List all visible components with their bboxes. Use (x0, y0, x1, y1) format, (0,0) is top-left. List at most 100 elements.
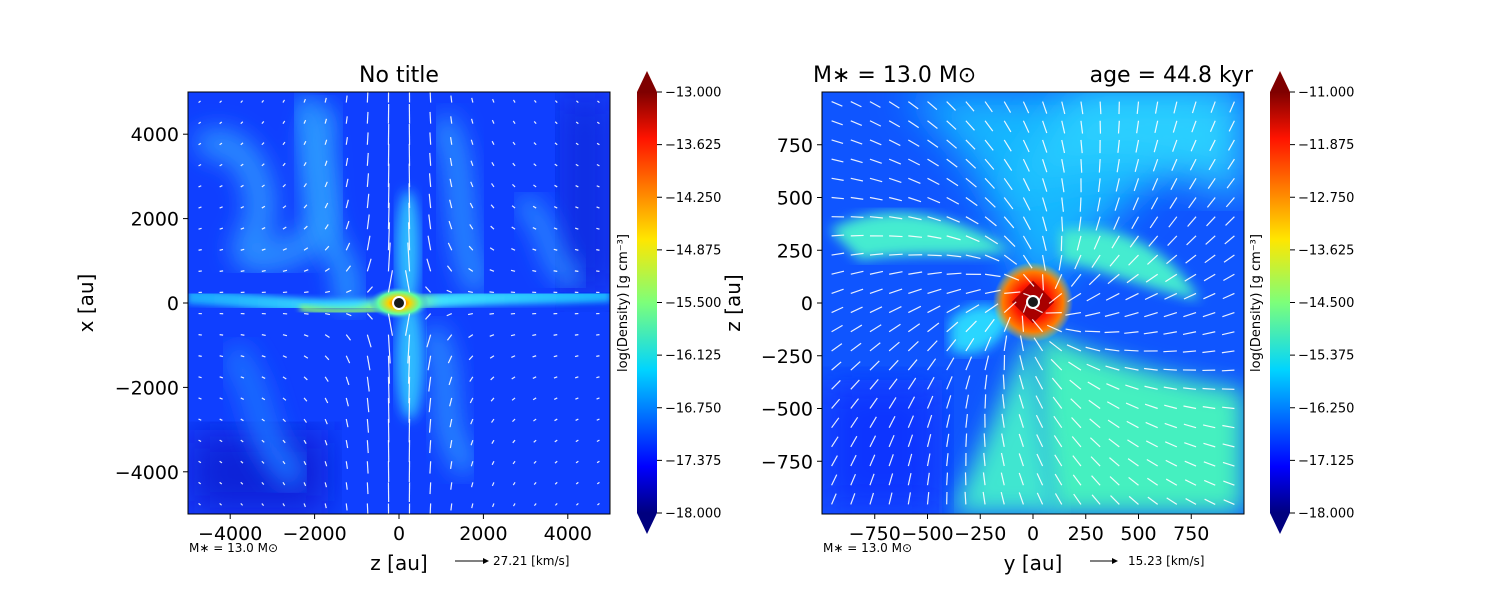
y-tick-label: −250 (761, 346, 813, 368)
velocity-arrow (303, 140, 307, 146)
velocity-arrow (946, 177, 959, 187)
velocity-arrow (345, 199, 349, 209)
velocity-arrow (982, 491, 986, 505)
velocity-arrow (908, 158, 921, 166)
velocity-arrow (282, 355, 287, 358)
velocity-arrow (490, 204, 495, 209)
velocity-arrow (449, 440, 453, 449)
velocity-arrow (240, 121, 244, 125)
velocity-arrow (345, 220, 350, 230)
velocity-arrow (1222, 443, 1235, 448)
velocity-arrow (198, 502, 201, 506)
velocity-arrow (869, 360, 880, 371)
velocity-arrow (554, 481, 558, 485)
velocity-arrow (1187, 216, 1197, 227)
velocity-arrow (927, 120, 938, 130)
velocity-arrow (1206, 197, 1216, 208)
velocity-arrow (965, 139, 976, 150)
velocity-arrow (219, 227, 223, 230)
velocity-arrow (1018, 453, 1024, 467)
velocity-arrow (1049, 340, 1063, 352)
velocity-arrow (345, 178, 349, 188)
velocity-arrow (219, 502, 222, 506)
velocity-arrow (429, 152, 432, 166)
velocity-arrow (1222, 312, 1235, 318)
velocity-arrow (346, 313, 352, 317)
velocity-arrow (1033, 337, 1044, 352)
velocity-arrow (575, 397, 579, 400)
colorbar-tick-label: −15.375 (1298, 349, 1354, 364)
velocity-arrow (429, 440, 432, 454)
velocity-arrow (303, 291, 309, 294)
velocity-arrow (1204, 254, 1216, 264)
x-tick-label: 4000 (544, 523, 592, 545)
velocity-arrow (303, 460, 307, 466)
velocity-arrow (198, 227, 202, 230)
colorbar-tick-label: −16.750 (665, 401, 721, 416)
velocity-arrow (261, 376, 266, 379)
velocity-arrow (491, 439, 495, 445)
velocity-arrow (946, 376, 953, 390)
velocity-arrow (1035, 414, 1044, 428)
y-tick-label: −750 (761, 451, 813, 473)
velocity-arrow (926, 414, 933, 428)
velocity-arrow (888, 454, 894, 467)
velocity-arrow (366, 111, 369, 124)
velocity-arrow (446, 313, 452, 317)
velocity-arrow (198, 481, 202, 485)
velocity-arrow (240, 142, 244, 146)
velocity-arrow (261, 227, 266, 230)
velocity-arrow (1002, 374, 1005, 390)
velocity-arrow (511, 226, 516, 230)
velocity-arrow (1048, 292, 1063, 304)
velocity-arrow (907, 341, 919, 352)
velocity-arrow (1022, 216, 1031, 231)
velocity-arrow (428, 376, 432, 392)
velocity-arrow (1107, 273, 1120, 285)
velocity-arrow (575, 142, 579, 146)
velocity-arrow (965, 120, 975, 131)
velocity-arrow (888, 378, 898, 390)
velocity-arrow (1093, 235, 1101, 250)
velocity-arrow (984, 318, 995, 333)
velocity-arrow (1124, 331, 1139, 334)
velocity-arrow (261, 163, 265, 167)
velocity-arrow (1003, 197, 1014, 210)
velocity-arrow (964, 491, 967, 505)
velocity-arrow (889, 216, 903, 220)
x-tick-label: 750 (1173, 523, 1209, 545)
velocity-arrow (946, 196, 960, 205)
velocity-arrow (1042, 139, 1048, 153)
velocity-arrow (1003, 316, 1011, 332)
velocity-arrow (831, 196, 844, 200)
velocity-arrow (888, 473, 894, 486)
velocity-arrow (984, 101, 993, 113)
velocity-arrow (888, 415, 896, 428)
velocity-arrow (467, 312, 473, 316)
velocity-arrow (908, 139, 920, 147)
velocity-arrow (984, 254, 1000, 262)
y-axis-label: z [au] (721, 274, 745, 331)
velocity-arrow (1042, 254, 1046, 271)
velocity-arrow (831, 139, 844, 145)
velocity-arrow (1080, 139, 1083, 154)
velocity-arrow (366, 313, 373, 320)
velocity-arrow (1182, 331, 1197, 335)
velocity-arrow (387, 222, 391, 251)
velocity-arrow (965, 288, 981, 294)
velocity-arrow (1097, 178, 1101, 193)
velocity-arrow (869, 288, 883, 294)
velocity-arrow (261, 205, 266, 209)
velocity-arrow (282, 141, 286, 146)
velocity-arrow (1004, 291, 1021, 295)
velocity-arrow (1105, 292, 1120, 301)
velocity-arrow (576, 502, 579, 506)
velocity-arrow (927, 196, 941, 204)
velocity-arrow (908, 177, 921, 184)
velocity-arrow (869, 473, 875, 486)
velocity-arrow (408, 202, 411, 230)
colorbar-tick-label: −14.500 (1298, 296, 1354, 311)
velocity-arrow (1061, 197, 1064, 212)
velocity-arrow (927, 101, 938, 111)
